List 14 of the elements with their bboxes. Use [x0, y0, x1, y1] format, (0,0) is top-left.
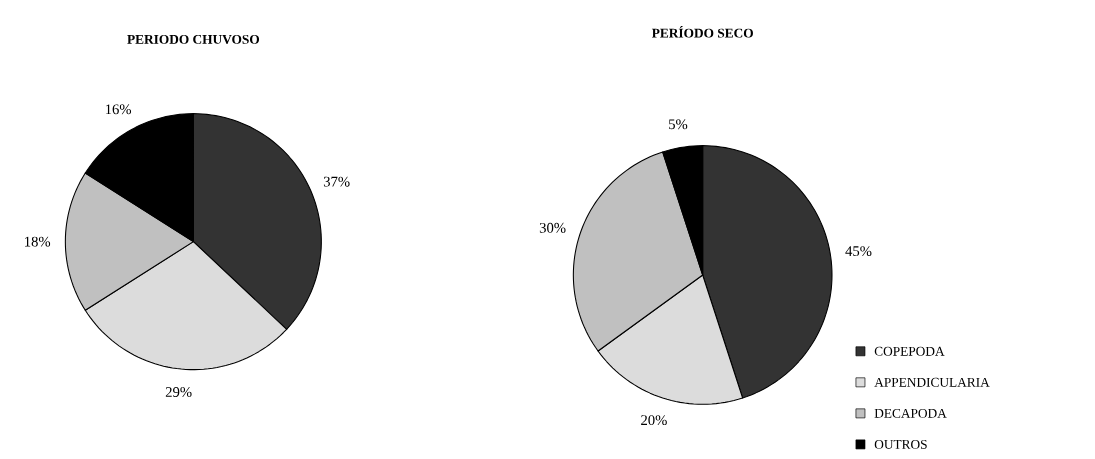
legend-label: OUTROS — [874, 439, 927, 449]
data-label: 18% — [25, 236, 51, 247]
chart-title: PERIODO CHUVOSO — [127, 34, 260, 44]
legend-label: COPEPODA — [874, 346, 945, 356]
data-label: 20% — [641, 415, 667, 426]
legend-label: APPENDICULARIA — [874, 377, 990, 387]
chart-title: PERÍODO SECO — [651, 26, 753, 38]
data-label: 30% — [539, 222, 566, 233]
legend-label: DECAPODA — [874, 408, 947, 418]
data-label: 37% — [323, 176, 350, 187]
data-label: 45% — [845, 246, 872, 257]
data-label: 16% — [105, 104, 132, 115]
data-label: 29% — [165, 387, 192, 397]
data-label: 5% — [669, 119, 688, 130]
